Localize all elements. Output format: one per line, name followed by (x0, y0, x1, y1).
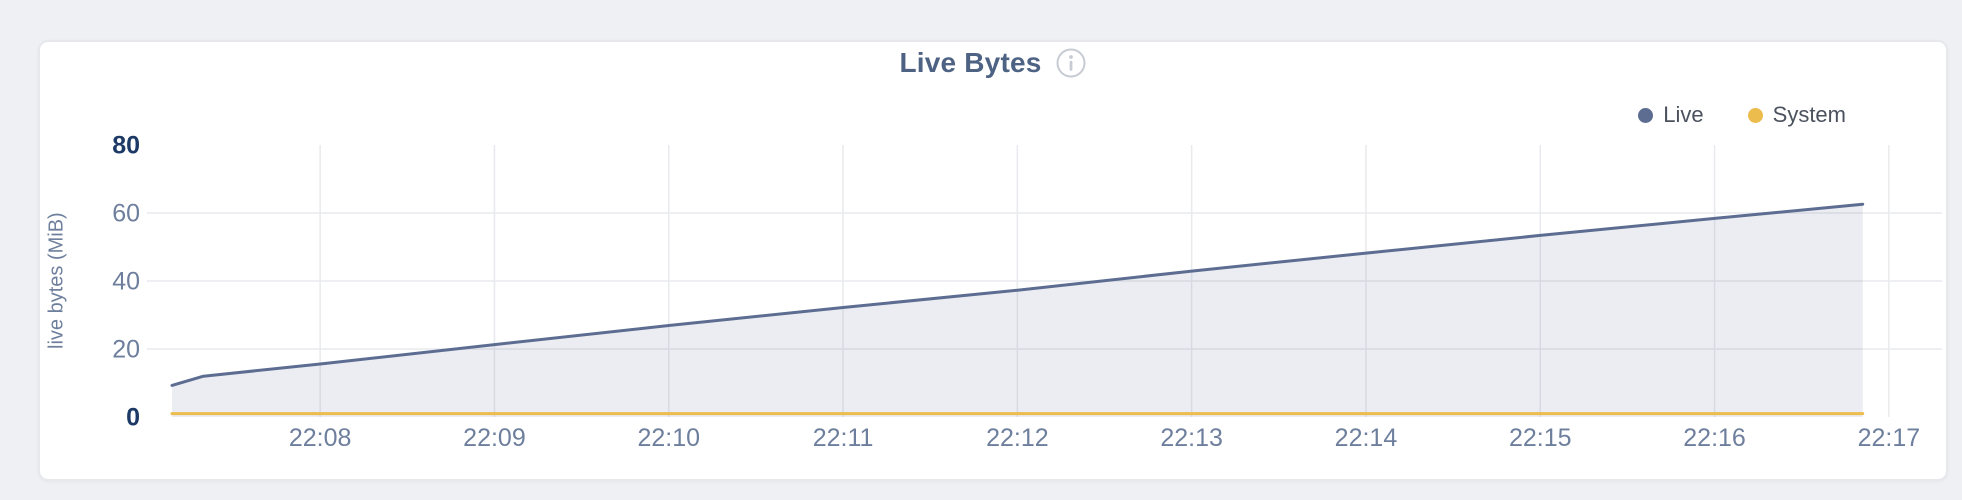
y-tick-label: 0 (126, 404, 140, 432)
legend-dot-system (1747, 107, 1763, 123)
live-line (170, 202, 1865, 387)
legend-label: Live (1663, 102, 1704, 127)
y-tick-label: 80 (112, 132, 140, 160)
y-tick-label: 20 (112, 336, 140, 364)
legend-dot-live (1638, 107, 1654, 123)
legend-item-system[interactable]: System (1747, 102, 1846, 128)
chart-title: Live Bytes (899, 47, 1042, 78)
x-tick-label: 22:11 (813, 424, 874, 452)
x-tick-label: 22:13 (1160, 424, 1223, 452)
info-icon[interactable] (1055, 47, 1087, 79)
live-bytes-chart[interactable]: 0 20 40 60 80 22:08 22:09 22:10 22:11 22:12 22:13 2… (40, 42, 1950, 483)
live-area (172, 204, 1863, 417)
x-tick-label: 22:12 (986, 424, 1049, 452)
legend-item-live[interactable]: Live (1638, 102, 1704, 128)
y-tick-label: 40 (112, 268, 140, 296)
x-tick-label: 22:16 (1683, 424, 1746, 452)
x-tick-label: 22:08 (289, 424, 352, 452)
x-tick-label: 22:15 (1509, 424, 1572, 452)
live-bytes-chart-card: Live Bytes Live System live bytes (MiB) 0… (38, 40, 1948, 481)
x-tick-label: 22:10 (637, 424, 700, 452)
y-tick-label: 60 (112, 200, 140, 228)
legend-label: System (1772, 102, 1846, 127)
x-tick-label: 22:14 (1335, 424, 1398, 452)
x-tick-label: 22:09 (463, 424, 526, 452)
x-tick-label: 22:17 (1858, 424, 1921, 452)
chart-header: Live Bytes (40, 46, 1946, 80)
legend: Live System (1638, 102, 1846, 128)
